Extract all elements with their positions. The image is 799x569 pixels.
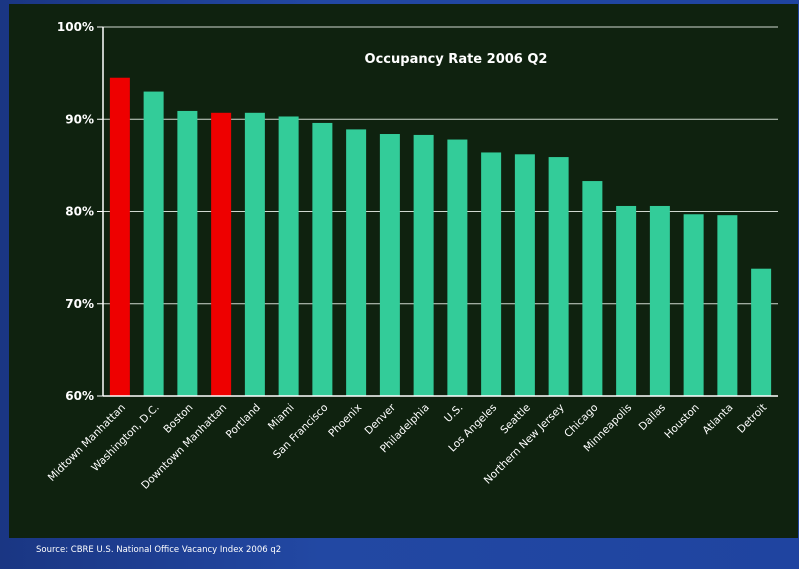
y-tick-label: 70% xyxy=(65,297,94,311)
x-category-label: Portland xyxy=(224,402,263,441)
bar-houston xyxy=(683,214,704,396)
bar-minneapolis xyxy=(616,205,637,396)
chart-panel: Occupancy Rate 2006 Q2 60% 70% 80% 90% 100% M… xyxy=(9,4,798,538)
occupancy-chart: Occupancy Rate 2006 Q2 60% 70% 80% 90% 100% M… xyxy=(46,20,778,492)
bar-northern-new-jersey xyxy=(548,157,569,396)
bar-portland xyxy=(244,112,265,396)
bar-downtown-manhattan xyxy=(211,112,232,396)
x-category-label: Detroit xyxy=(735,402,769,436)
bar-dallas xyxy=(649,205,670,396)
x-category-label: Atlanta xyxy=(700,402,735,437)
bar-detroit xyxy=(751,268,772,396)
bar-philadelphia xyxy=(413,134,434,396)
x-category-label: Houston xyxy=(662,402,701,441)
bar-u-s xyxy=(447,139,468,397)
bar-midtown-manhattan xyxy=(109,77,130,397)
bar-denver xyxy=(379,134,400,396)
bar-phoenix xyxy=(346,129,367,396)
bar-washington-d-c xyxy=(143,91,164,396)
source-note: Source: CBRE U.S. National Office Vacanc… xyxy=(36,545,282,555)
x-category-label: Miami xyxy=(266,402,297,433)
x-category-label: Dallas xyxy=(637,402,668,433)
chart-title: Occupancy Rate 2006 Q2 xyxy=(365,52,548,67)
y-tick-label: 60% xyxy=(65,389,94,403)
x-category-label: Phoenix xyxy=(326,402,364,440)
y-tick-label: 100% xyxy=(57,20,94,34)
bar-boston xyxy=(177,110,198,396)
y-tick-label: 90% xyxy=(65,112,94,126)
bar-miami xyxy=(278,116,299,397)
bar-los-angeles xyxy=(481,152,502,396)
bar-chicago xyxy=(582,181,603,396)
bar-atlanta xyxy=(717,215,738,396)
x-category-label: U.S. xyxy=(442,402,465,425)
bar-seattle xyxy=(514,154,535,396)
bar-san-francisco xyxy=(312,122,333,396)
y-tick-label: 80% xyxy=(65,205,94,219)
